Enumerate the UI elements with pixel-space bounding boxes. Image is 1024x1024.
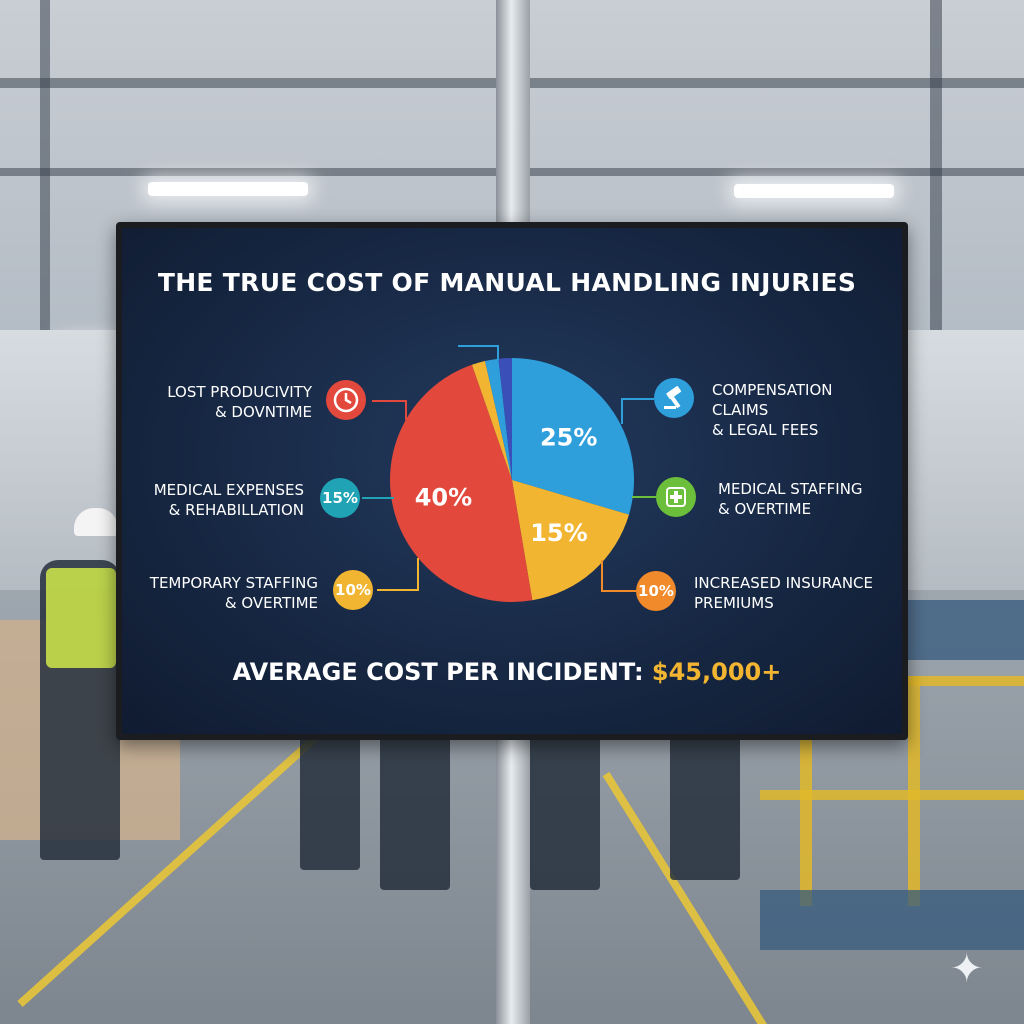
leader-line-insurance <box>601 560 636 592</box>
pie-slice-3 <box>471 361 512 480</box>
leader-lines <box>362 345 656 592</box>
medical-expenses-label: MEDICAL EXPENSES & REHABILLATION <box>153 481 304 519</box>
safety-railing <box>908 676 920 906</box>
average-cost-label: AVERAGE COST PER INCIDENT: <box>232 658 644 686</box>
compensation-badge <box>654 378 694 418</box>
machine <box>900 600 1024 660</box>
compensation-label: COMPENSATION CLAIMS & LEGAL FEES <box>712 381 833 439</box>
pie-slices <box>389 358 634 603</box>
lost-productivity-label: LOST PRODUCIVITY & DOVNTIME <box>167 383 312 421</box>
safety-vest <box>46 568 116 668</box>
pie-slice-5 <box>498 358 512 480</box>
medical-expenses-badge: 15% <box>320 478 360 518</box>
hard-hat <box>74 508 118 536</box>
pie-slice-0 <box>512 358 634 515</box>
roof-beam <box>40 0 50 560</box>
pie-slice-label-0: 25% <box>540 424 597 452</box>
medical-staffing-label: MEDICAL STAFFING & OVERTIME <box>718 480 863 518</box>
medical-staffing-badge <box>656 477 696 517</box>
pie-slice-label-2: 40% <box>415 484 472 512</box>
leader-line-temporary-staffing <box>377 558 419 591</box>
clock-icon <box>333 387 359 413</box>
safety-railing <box>760 790 1024 800</box>
pie-slice-label-1: 15% <box>530 519 587 547</box>
chart-title: THE TRUE COST OF MANUAL HANDLING INJURIE… <box>157 268 857 297</box>
medical-cross-icon <box>666 487 686 507</box>
slice-labels: 25% 15% 40% <box>415 424 598 547</box>
sparkle-icon: ✦ <box>950 946 984 992</box>
insurance-label: INCREASED INSURANCE PREMIUMS <box>694 574 873 612</box>
pie-slice-4 <box>485 358 512 480</box>
leader-line-compensation <box>621 398 654 424</box>
gavel-icon <box>664 386 682 409</box>
average-cost-value: $45,000+ <box>651 658 782 686</box>
pie-slice-2 <box>389 364 533 603</box>
average-cost-footer: AVERAGE COST PER INCIDENT: $45,000+ <box>0 658 1014 686</box>
machine-base <box>760 890 1024 950</box>
leader-line-small-slices <box>458 345 499 360</box>
pie-slice-1 <box>512 480 629 601</box>
ceiling-light <box>734 184 894 198</box>
temporary-staffing-label: TEMPORARY STAFFING & OVERTIME <box>149 574 318 612</box>
lost-productivity-badge <box>326 380 366 420</box>
ceiling-light <box>148 182 308 196</box>
leader-line-lost-productivity <box>372 400 407 420</box>
temporary-staffing-badge: 10% <box>333 570 373 610</box>
insurance-badge: 10% <box>636 571 676 611</box>
